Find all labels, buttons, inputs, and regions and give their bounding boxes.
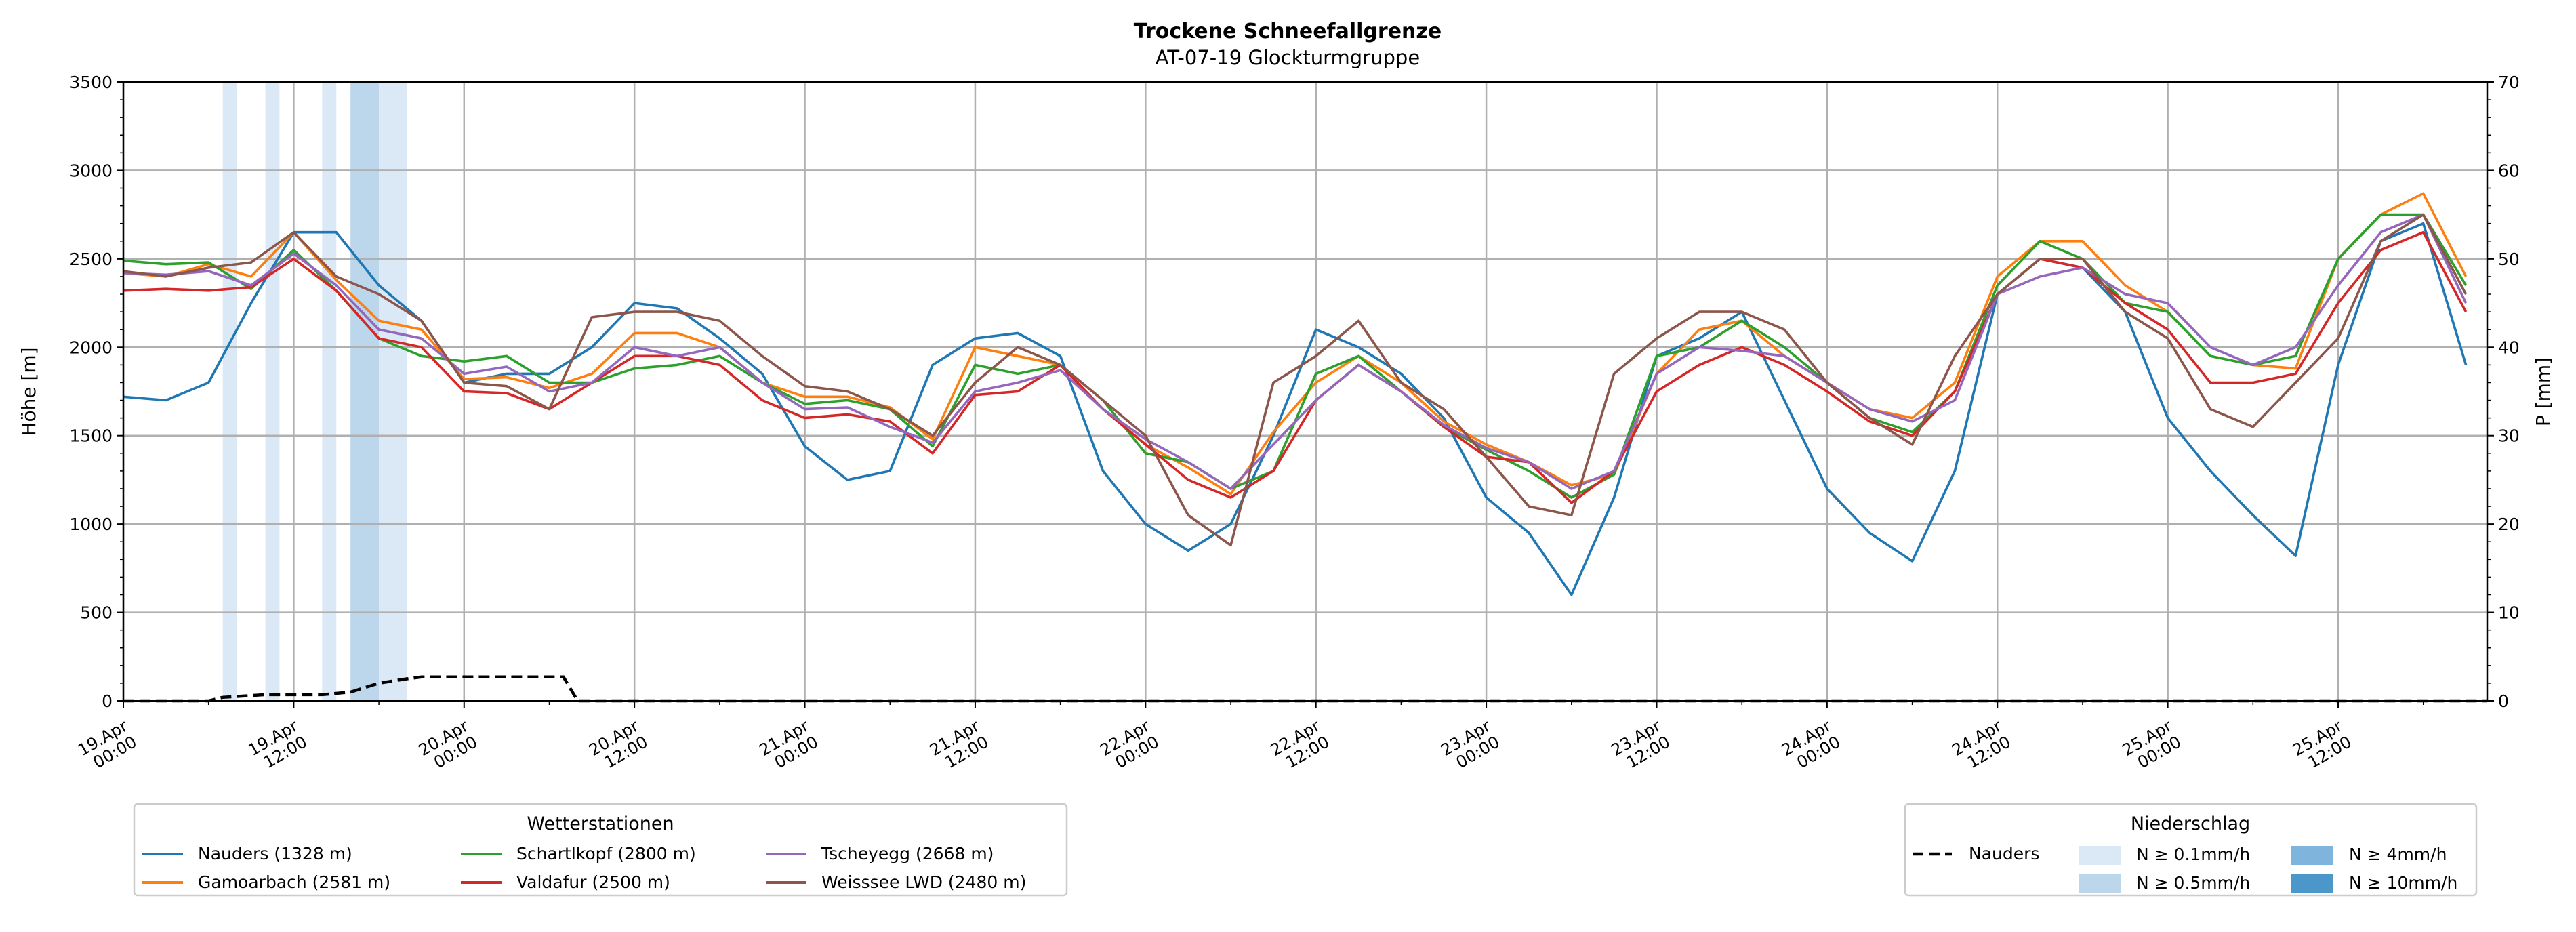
series-line: [123, 213, 2468, 547]
legend-label: N ≥ 0.1mm/h: [2136, 845, 2250, 864]
y-right-tick-label: 10: [2498, 603, 2520, 623]
series-lines: [123, 192, 2487, 703]
series-line: [123, 213, 2468, 499]
legend-frame: [133, 803, 1068, 897]
legend-title: Wetterstationen: [527, 813, 674, 834]
precip-band: [350, 82, 380, 701]
legend-label: Nauders (1328 m): [198, 844, 352, 864]
axes: 0 500 1000 1500 2000 2500 3000 3500 0 10 20 30 40 50 6…: [69, 73, 2520, 772]
legend-swatch: [2291, 874, 2333, 893]
chart-title: Trockene Schneefallgrenze: [1134, 20, 1442, 43]
legend-swatch: [2079, 874, 2121, 893]
legend-label: Nauders: [1969, 844, 2039, 864]
y-tick-label: 3000: [69, 161, 113, 180]
y-tick-label: 2000: [69, 338, 113, 357]
legend-label: Tscheyegg (2668 m): [821, 844, 994, 864]
legend-precip: Niederschlag Nauders N ≥ 0.1mm/h N ≥ 0.5mm/…: [1904, 803, 2478, 897]
y-tick-label: 0: [102, 691, 113, 711]
y-tick-label: 1500: [69, 426, 113, 446]
y-tick-label: 500: [80, 603, 113, 623]
y-right-tick-label: 20: [2498, 514, 2520, 534]
y-tick-label: 3500: [69, 73, 113, 92]
precip-band: [222, 82, 237, 701]
series-line: [123, 192, 2468, 495]
y-right-tick-label: 70: [2498, 73, 2520, 92]
legend-swatch: [2079, 846, 2121, 865]
legend-label: Weisssee LWD (2480 m): [821, 872, 1026, 892]
legend-label: N ≥ 4mm/h: [2349, 845, 2447, 864]
precip-line-nauders: [123, 675, 2487, 703]
plot-frame: [122, 81, 2489, 702]
chart-subtitle: AT-07-19 Glockturmgruppe: [1156, 46, 1420, 69]
legend-swatch: [2291, 846, 2333, 865]
y-right-tick-label: 60: [2498, 161, 2520, 180]
y-right-tick-label: 40: [2498, 338, 2520, 357]
series-line: [123, 230, 2468, 504]
y-tick-label: 1000: [69, 514, 113, 534]
legend-label: Schartlkopf (2800 m): [516, 844, 696, 864]
legend-label: N ≥ 10mm/h: [2349, 873, 2457, 893]
legend-label: Gamoarbach (2581 m): [198, 872, 390, 892]
legend-label: Valdafur (2500 m): [516, 872, 670, 892]
y-right-tick-label: 0: [2498, 691, 2509, 711]
legend-label: N ≥ 0.5mm/h: [2136, 873, 2250, 893]
precip-band: [322, 82, 337, 701]
series-line: [123, 213, 2468, 490]
precip-band: [379, 82, 407, 701]
y-right-tick-label: 50: [2498, 249, 2520, 269]
legend-frame: [1904, 803, 2478, 897]
y-tick-label: 2500: [69, 249, 113, 269]
legend-stations: Wetterstationen Nauders (1328 m) Gamoarbac…: [133, 803, 1068, 897]
y-right-tick-label: 30: [2498, 426, 2520, 446]
y-axis-right-label: P [mm]: [2532, 357, 2554, 426]
precip-band: [265, 82, 280, 701]
legend-title: Niederschlag: [2131, 813, 2250, 834]
precip-bands: [222, 82, 407, 701]
y-axis-label: Höhe [m]: [18, 347, 40, 436]
